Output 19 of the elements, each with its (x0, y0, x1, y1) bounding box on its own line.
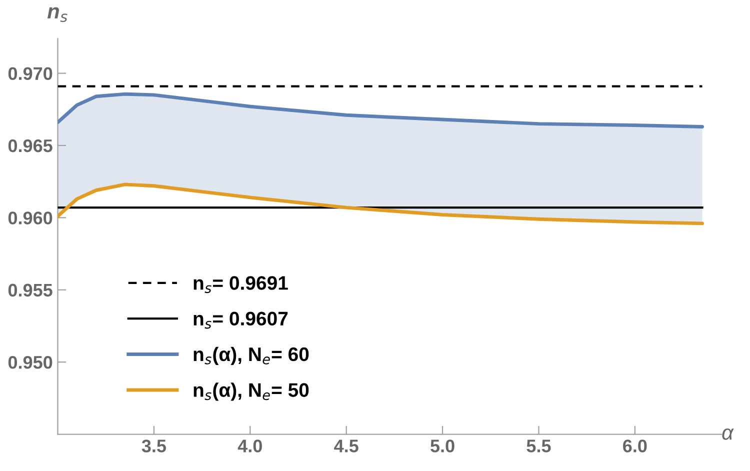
x-tick-label: 5.0 (430, 440, 454, 452)
line-series (58, 92, 704, 128)
y-tick-label: 0.970 (8, 67, 52, 80)
y-tick-label: 0.955 (8, 284, 52, 297)
x-tick-label: 6.0 (623, 440, 647, 452)
y-tick-label: 0.950 (8, 356, 52, 369)
x-tick-label: 4.0 (238, 440, 262, 452)
x-tick-label: 5.5 (526, 440, 551, 452)
legend-label: n$_{s}$= 0.9607 (194, 312, 288, 329)
y-axis-title: n$_{s}$ (47, 7, 68, 22)
line-series (58, 182, 704, 226)
x-tick-label: 4.5 (334, 440, 358, 452)
y-tick-label: 0.960 (8, 212, 52, 224)
x-axis-title: α (722, 428, 734, 440)
legend-label: n$_{s}$(α), N$_{e}$= 50 (194, 382, 309, 401)
legend-label: n$_{s}$= 0.9691 (194, 276, 288, 294)
legend-label: n$_{s}$(α), N$_{e}$= 60 (194, 346, 309, 366)
y-tick-label: 0.965 (8, 139, 52, 152)
x-tick-label: 3.5 (142, 440, 166, 452)
